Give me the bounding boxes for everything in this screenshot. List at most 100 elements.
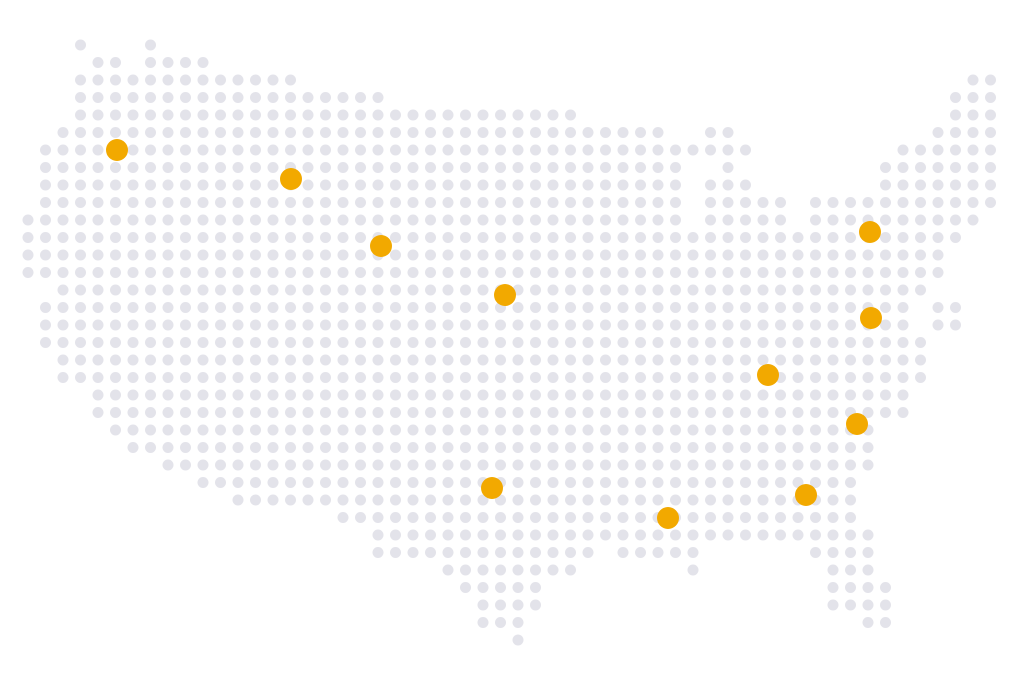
- location-marker[interactable]: [370, 235, 392, 257]
- map-dot: [145, 249, 156, 261]
- map-dot: [302, 284, 314, 296]
- map-dot: [127, 389, 139, 401]
- location-marker[interactable]: [757, 364, 779, 386]
- map-dot: [530, 144, 541, 156]
- map-dot: [512, 617, 524, 628]
- map-dot: [635, 284, 646, 296]
- map-dot: [92, 162, 104, 173]
- map-dot: [845, 442, 856, 453]
- map-dot: [722, 232, 734, 243]
- map-dot: [582, 494, 594, 506]
- map-dot: [92, 57, 104, 68]
- map-dot: [530, 547, 541, 558]
- map-dot: [92, 197, 104, 208]
- map-dot: [180, 354, 191, 366]
- map-dot: [950, 179, 961, 191]
- location-marker[interactable]: [860, 307, 882, 329]
- map-dot: [372, 162, 384, 173]
- map-dot: [512, 459, 524, 471]
- map-dot: [547, 302, 559, 313]
- map-dot: [110, 92, 121, 103]
- map-dot: [565, 407, 576, 418]
- map-dot: [267, 109, 279, 121]
- map-dot: [197, 249, 209, 261]
- map-dot: [250, 459, 261, 471]
- map-dot: [827, 529, 839, 541]
- map-dot: [652, 232, 664, 243]
- location-marker[interactable]: [859, 221, 881, 243]
- map-dot: [670, 459, 681, 471]
- map-dot: [652, 179, 664, 191]
- map-dot: [722, 302, 734, 313]
- map-dot: [267, 354, 279, 366]
- map-dot: [285, 249, 296, 261]
- map-dot: [932, 144, 944, 156]
- map-dot: [425, 179, 436, 191]
- map-dot: [617, 442, 629, 453]
- map-dot: [302, 109, 314, 121]
- map-dot: [180, 284, 191, 296]
- map-dot: [75, 372, 86, 383]
- map-dot: [337, 389, 349, 401]
- location-marker[interactable]: [846, 413, 868, 435]
- map-dot: [320, 494, 331, 506]
- map-dot: [442, 424, 454, 436]
- map-dot: [232, 372, 244, 383]
- map-dot: [635, 267, 646, 278]
- map-dot: [407, 144, 419, 156]
- map-dot: [477, 302, 489, 313]
- map-dot: [670, 547, 681, 558]
- map-dot: [967, 74, 979, 86]
- map-dot: [477, 442, 489, 453]
- map-dot: [827, 494, 839, 506]
- map-dot: [512, 127, 524, 138]
- map-dot: [267, 494, 279, 506]
- map-dot: [75, 214, 86, 226]
- map-dot: [757, 232, 769, 243]
- map-dot: [565, 564, 576, 576]
- map-dot: [827, 372, 839, 383]
- map-dot: [477, 197, 489, 208]
- map-dot: [827, 249, 839, 261]
- map-dot: [215, 232, 226, 243]
- location-marker[interactable]: [481, 477, 503, 499]
- map-dot: [967, 179, 979, 191]
- map-dot: [442, 477, 454, 488]
- map-dot: [495, 389, 506, 401]
- map-dot: [477, 564, 489, 576]
- map-dot: [460, 214, 471, 226]
- map-dot: [582, 477, 594, 488]
- map-dot: [775, 459, 786, 471]
- map-dot: [285, 267, 296, 278]
- map-dot: [232, 127, 244, 138]
- location-marker[interactable]: [280, 168, 302, 190]
- location-marker[interactable]: [494, 284, 516, 306]
- map-dot: [320, 442, 331, 453]
- map-dot: [582, 389, 594, 401]
- map-dot: [775, 319, 786, 331]
- map-dot: [495, 197, 506, 208]
- location-markers: [106, 139, 882, 529]
- location-marker[interactable]: [657, 507, 679, 529]
- map-dot: [915, 267, 926, 278]
- map-dot: [127, 214, 139, 226]
- map-dot: [827, 389, 839, 401]
- location-marker[interactable]: [795, 484, 817, 506]
- map-dot: [460, 494, 471, 506]
- map-dot: [512, 442, 524, 453]
- map-dot: [687, 529, 699, 541]
- map-dot: [845, 529, 856, 541]
- map-dot: [110, 267, 121, 278]
- map-dot: [705, 512, 716, 523]
- map-dot: [757, 337, 769, 348]
- location-marker[interactable]: [106, 139, 128, 161]
- map-dot: [442, 512, 454, 523]
- map-dot: [810, 214, 821, 226]
- map-dot: [162, 249, 174, 261]
- map-dot: [495, 214, 506, 226]
- map-dot: [215, 74, 226, 86]
- map-dot: [390, 529, 401, 541]
- map-dot: [687, 144, 699, 156]
- map-dot: [92, 319, 104, 331]
